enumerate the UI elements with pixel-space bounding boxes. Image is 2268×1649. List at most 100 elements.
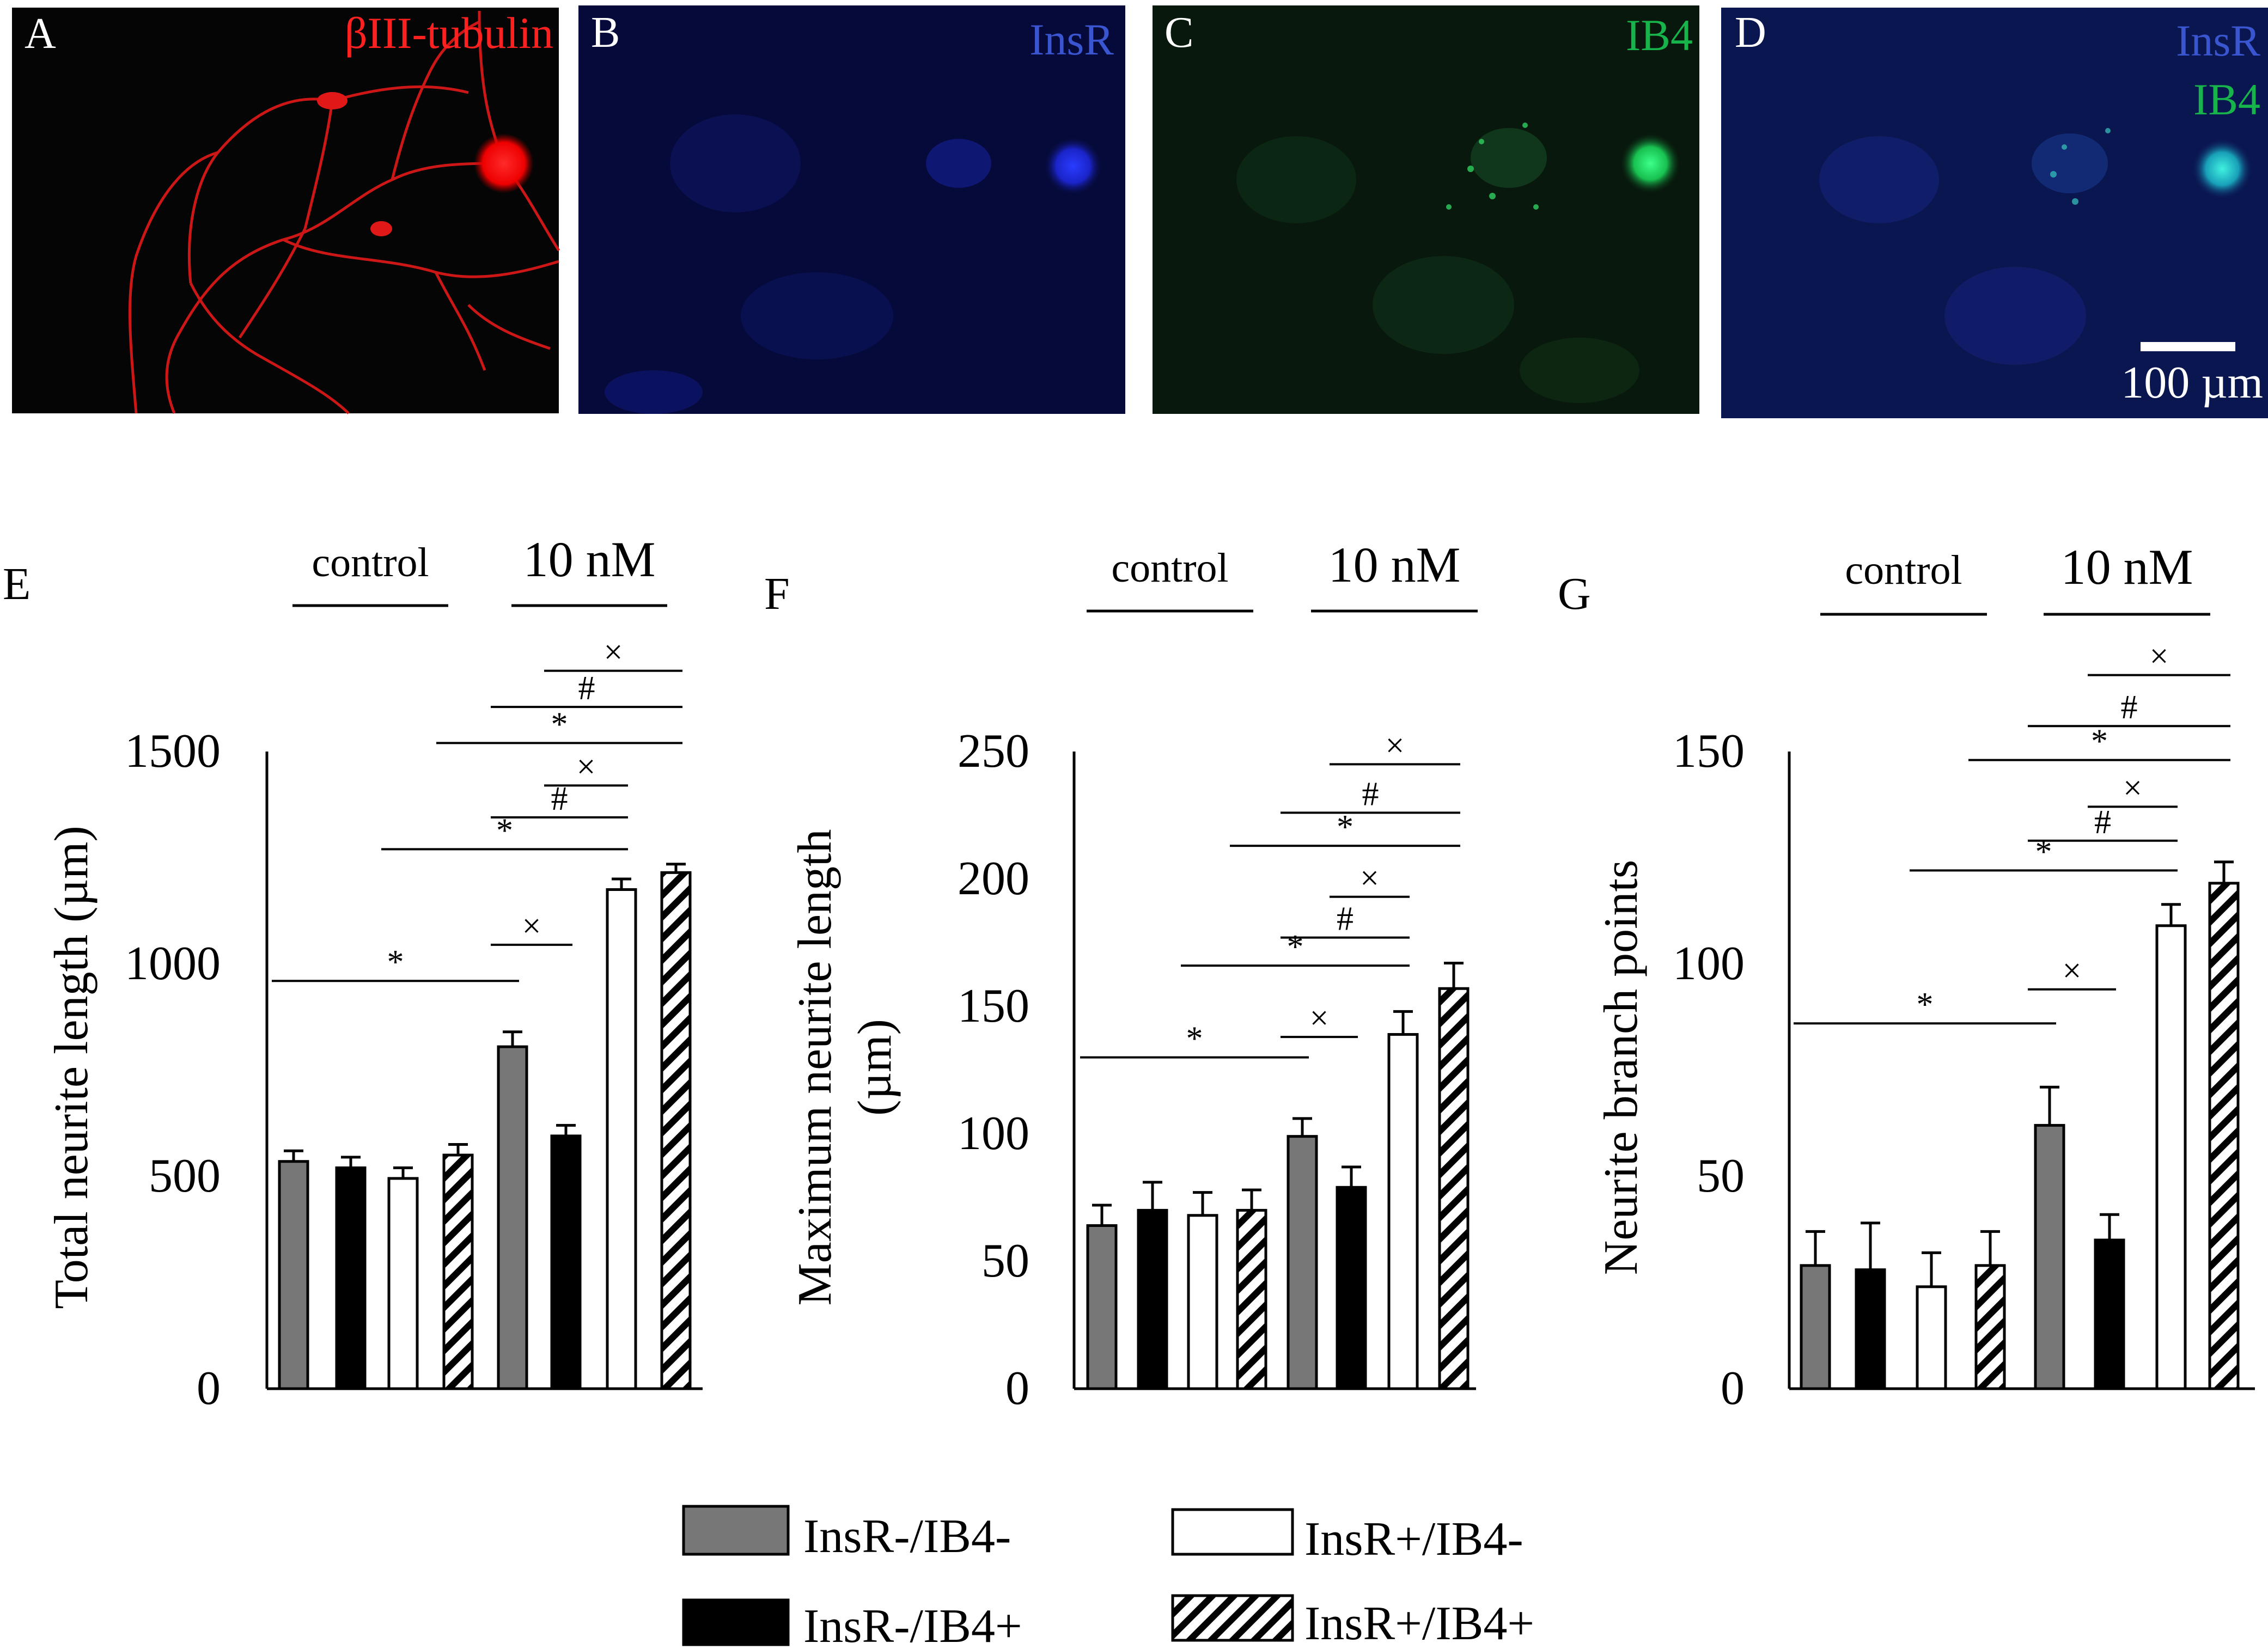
legend-swatch-insr-neg-ib4-pos [682, 1598, 790, 1646]
significance-marker: * [387, 944, 404, 981]
soma-c [1620, 133, 1680, 193]
y-tick-label: 100 [1673, 937, 1745, 990]
significance-marker: × [2063, 952, 2082, 990]
y-tick-label: 50 [1697, 1150, 1745, 1202]
group-label: 10 nM [523, 532, 656, 587]
panel-letter-f: F [764, 569, 790, 619]
significance-marker: × [2150, 638, 2169, 675]
bar-insr-neg-ib4-pos [1855, 1268, 1886, 1390]
y-tick-label: 0 [1721, 1362, 1745, 1415]
chart-panel-e: E 0 500 1000 1500 Total neurite length (µm) c… [3, 532, 703, 1415]
group-label: 10 nM [2061, 539, 2193, 595]
bar-insr-pos-ib4-neg [1387, 1033, 1419, 1390]
panel-letter-g: G [1558, 569, 1591, 619]
y-tick-label: 150 [1673, 725, 1745, 778]
significance-marker: # [2121, 689, 2138, 726]
soma-a [474, 133, 534, 193]
soma-d [2192, 139, 2252, 199]
bar-insr-neg-ib4-neg [2034, 1123, 2065, 1390]
scale-bar [2141, 342, 2235, 351]
significance-marker: * [1337, 809, 1354, 846]
bar-insr-pos-ib4-neg [1916, 1285, 1947, 1390]
label-insr-d: InsR [2176, 16, 2260, 65]
bar-insr-pos-ib4-pos [442, 1153, 474, 1390]
significance-marker: # [1362, 775, 1379, 813]
significance-marker: * [1186, 1021, 1203, 1058]
panel-letter-d: D [1735, 9, 1766, 57]
bar-insr-neg-ib4-neg [1086, 1224, 1118, 1390]
y-axis-label: Total neurite length (µm) [45, 826, 98, 1309]
y-tick-label: 150 [958, 980, 1029, 1033]
legend-label-insr-pos-ib4-pos: InsR+/IB4+ [1304, 1597, 1534, 1649]
y-tick-label: 200 [958, 852, 1029, 905]
legend-swatch-insr-pos-ib4-neg [1171, 1508, 1294, 1556]
group-label: control [312, 540, 429, 585]
bar-insr-neg-ib4-pos [2094, 1238, 2125, 1390]
significance-marker: * [2035, 833, 2052, 870]
legend-label-insr-neg-ib4-neg: InsR-/IB4- [803, 1510, 1011, 1563]
significance-marker: * [2091, 723, 2108, 760]
bar-insr-neg-ib4-pos [335, 1166, 367, 1390]
micrograph-b: B InsR [578, 5, 1125, 414]
significance-marker: * [1917, 986, 1934, 1023]
significance-marker: × [577, 748, 596, 785]
bar-insr-pos-ib4-pos [2208, 882, 2240, 1390]
significance-marker: × [2123, 769, 2142, 807]
y-tick-label: 0 [1005, 1362, 1029, 1415]
significance-marker: × [1386, 727, 1405, 764]
y-axis-label: Neurite branch points [1595, 860, 1648, 1275]
bar-insr-pos-ib4-pos [1974, 1264, 2006, 1390]
significance-marker: * [551, 706, 568, 743]
significance-marker: × [604, 634, 623, 671]
neurite-traces [128, 10, 560, 414]
significance-marker: × [1310, 1000, 1329, 1037]
significance-marker: # [1337, 901, 1354, 938]
group-label: 10 nM [1328, 537, 1461, 593]
significance-marker: * [1287, 929, 1304, 966]
y-tick-label: 250 [958, 725, 1029, 778]
bar-insr-neg-ib4-pos [1137, 1208, 1168, 1390]
y-axis-label: Maximum neurite length [789, 829, 842, 1306]
label-insr-b: InsR [1029, 15, 1114, 64]
bar-insr-pos-ib4-neg [2155, 924, 2187, 1390]
bar-insr-neg-ib4-neg [1800, 1264, 1831, 1390]
y-axis-label: (µm) [849, 1019, 901, 1116]
significance-marker: × [1360, 860, 1379, 897]
bar-insr-neg-ib4-neg [497, 1045, 528, 1390]
chart-panel-g: G 0 50 100 150 Neurite branch points control 1… [1558, 539, 2255, 1415]
panel-letter-c: C [1165, 9, 1193, 57]
group-label: control [1111, 545, 1228, 591]
scale-bar-label: 100 µm [2121, 357, 2263, 408]
label-ib4-d: IB4 [2193, 75, 2260, 124]
label-ib4-c: IB4 [1626, 10, 1693, 60]
significance-marker: # [2094, 804, 2111, 841]
bar-insr-pos-ib4-pos [1438, 987, 1470, 1390]
bar-insr-neg-ib4-neg [1287, 1135, 1318, 1390]
bar-insr-pos-ib4-pos [1236, 1208, 1267, 1390]
legend: InsR-/IB4- InsR+/IB4- InsR-/IB4+ InsR+/I… [682, 1505, 1534, 1649]
micrograph-c: C IB4 [1153, 5, 1699, 414]
significance-marker: # [578, 670, 595, 707]
legend-swatch-insr-pos-ib4-pos [1171, 1594, 1294, 1642]
bar-insr-neg-ib4-pos [550, 1134, 582, 1390]
group-label: control [1845, 547, 1962, 593]
y-tick-label: 1000 [125, 937, 221, 990]
soma-b [1045, 138, 1101, 194]
panel-letter-e: E [3, 559, 31, 609]
y-tick-label: 1500 [125, 725, 221, 778]
legend-swatch-insr-neg-ib4-neg [682, 1505, 790, 1556]
y-tick-label: 100 [958, 1107, 1029, 1160]
legend-label-insr-pos-ib4-neg: InsR+/IB4- [1304, 1513, 1523, 1566]
bar-insr-pos-ib4-neg [387, 1177, 419, 1390]
micrograph-a: A βIII-tubulin [12, 8, 560, 414]
y-tick-label: 0 [197, 1362, 221, 1415]
y-tick-label: 50 [981, 1235, 1029, 1287]
label-tubulin: βIII-tubulin [345, 8, 553, 58]
panel-letter-b: B [591, 9, 620, 57]
bar-insr-neg-ib4-neg [278, 1160, 309, 1390]
legend-label-insr-neg-ib4-pos: InsR-/IB4+ [803, 1600, 1022, 1649]
panel-letter-a: A [25, 10, 56, 58]
bar-insr-neg-ib4-pos [1336, 1186, 1367, 1390]
bar-insr-pos-ib4-pos [660, 871, 692, 1390]
